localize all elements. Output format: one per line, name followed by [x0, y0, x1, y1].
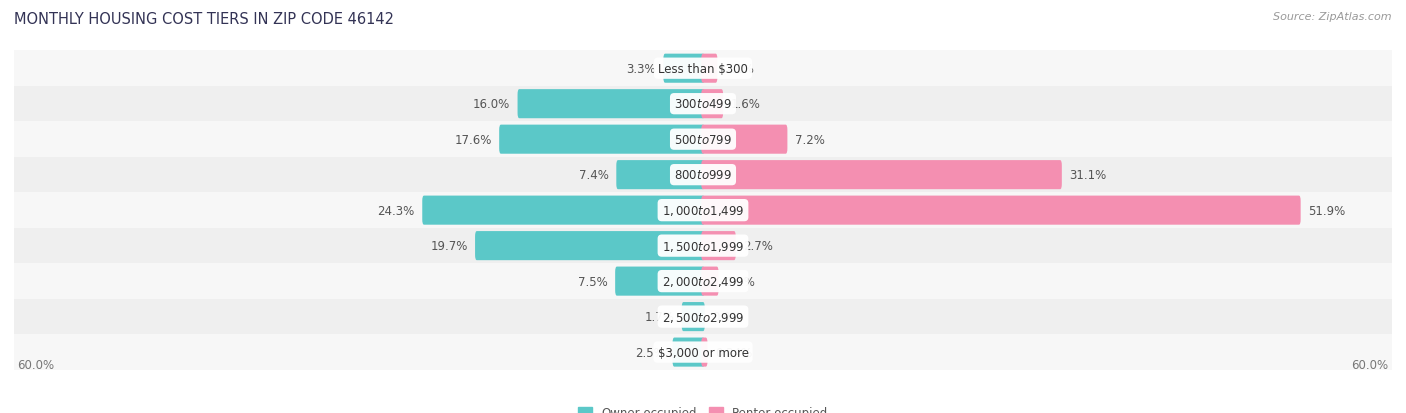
FancyBboxPatch shape — [702, 196, 1301, 225]
Legend: Owner-occupied, Renter-occupied: Owner-occupied, Renter-occupied — [572, 401, 834, 413]
FancyBboxPatch shape — [702, 338, 707, 367]
FancyBboxPatch shape — [702, 232, 735, 261]
Text: $300 to $499: $300 to $499 — [673, 98, 733, 111]
Text: 16.0%: 16.0% — [472, 98, 510, 111]
Text: Source: ZipAtlas.com: Source: ZipAtlas.com — [1274, 12, 1392, 22]
FancyBboxPatch shape — [702, 267, 718, 296]
FancyBboxPatch shape — [14, 193, 1392, 228]
FancyBboxPatch shape — [702, 90, 723, 119]
Text: Less than $300: Less than $300 — [658, 62, 748, 76]
Text: $2,000 to $2,499: $2,000 to $2,499 — [662, 275, 744, 288]
FancyBboxPatch shape — [499, 125, 704, 154]
Text: 7.4%: 7.4% — [579, 169, 609, 182]
FancyBboxPatch shape — [422, 196, 704, 225]
Text: 1.6%: 1.6% — [731, 98, 761, 111]
FancyBboxPatch shape — [14, 264, 1392, 299]
Text: 19.7%: 19.7% — [430, 240, 468, 252]
FancyBboxPatch shape — [702, 125, 787, 154]
Text: 7.5%: 7.5% — [578, 275, 607, 288]
Text: 2.7%: 2.7% — [744, 240, 773, 252]
FancyBboxPatch shape — [616, 161, 704, 190]
Text: $3,000 or more: $3,000 or more — [658, 346, 748, 359]
Text: 24.3%: 24.3% — [378, 204, 415, 217]
Text: 0.24%: 0.24% — [714, 346, 752, 359]
FancyBboxPatch shape — [14, 335, 1392, 370]
Text: $500 to $799: $500 to $799 — [673, 133, 733, 146]
Text: 1.1%: 1.1% — [725, 62, 755, 76]
Text: 17.6%: 17.6% — [454, 133, 492, 146]
FancyBboxPatch shape — [616, 267, 704, 296]
Text: 2.5%: 2.5% — [636, 346, 665, 359]
FancyBboxPatch shape — [14, 122, 1392, 157]
FancyBboxPatch shape — [14, 51, 1392, 87]
FancyBboxPatch shape — [664, 55, 704, 83]
Text: 31.1%: 31.1% — [1070, 169, 1107, 182]
Text: 0.0%: 0.0% — [713, 310, 742, 323]
FancyBboxPatch shape — [14, 299, 1392, 335]
Text: 60.0%: 60.0% — [1351, 358, 1389, 370]
Text: 1.7%: 1.7% — [644, 310, 675, 323]
FancyBboxPatch shape — [682, 302, 704, 331]
Text: 3.3%: 3.3% — [626, 62, 657, 76]
Text: $800 to $999: $800 to $999 — [673, 169, 733, 182]
Text: 7.2%: 7.2% — [794, 133, 825, 146]
FancyBboxPatch shape — [14, 157, 1392, 193]
Text: $1,000 to $1,499: $1,000 to $1,499 — [662, 204, 744, 218]
FancyBboxPatch shape — [672, 338, 704, 367]
FancyBboxPatch shape — [14, 87, 1392, 122]
Text: MONTHLY HOUSING COST TIERS IN ZIP CODE 46142: MONTHLY HOUSING COST TIERS IN ZIP CODE 4… — [14, 12, 394, 27]
FancyBboxPatch shape — [14, 228, 1392, 264]
FancyBboxPatch shape — [702, 55, 717, 83]
FancyBboxPatch shape — [517, 90, 704, 119]
FancyBboxPatch shape — [702, 161, 1062, 190]
Text: 1.2%: 1.2% — [725, 275, 756, 288]
Text: 60.0%: 60.0% — [17, 358, 55, 370]
FancyBboxPatch shape — [475, 232, 704, 261]
Text: 51.9%: 51.9% — [1308, 204, 1346, 217]
Text: $2,500 to $2,999: $2,500 to $2,999 — [662, 310, 744, 324]
Text: $1,500 to $1,999: $1,500 to $1,999 — [662, 239, 744, 253]
